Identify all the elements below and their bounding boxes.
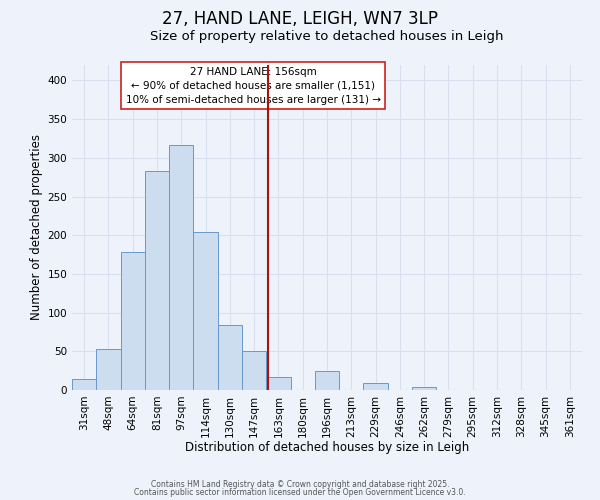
Bar [412,387,436,390]
Bar [96,349,121,390]
Y-axis label: Number of detached properties: Number of detached properties [30,134,43,320]
Text: Contains public sector information licensed under the Open Government Licence v3: Contains public sector information licen… [134,488,466,497]
Text: 27 HAND LANE: 156sqm
← 90% of detached houses are smaller (1,151)
10% of semi-de: 27 HAND LANE: 156sqm ← 90% of detached h… [125,66,380,104]
Bar [315,370,339,390]
X-axis label: Distribution of detached houses by size in Leigh: Distribution of detached houses by size … [185,441,469,454]
Bar [242,350,266,390]
Text: 27, HAND LANE, LEIGH, WN7 3LP: 27, HAND LANE, LEIGH, WN7 3LP [162,10,438,28]
Title: Size of property relative to detached houses in Leigh: Size of property relative to detached ho… [150,30,504,43]
Bar [364,383,388,390]
Text: Contains HM Land Registry data © Crown copyright and database right 2025.: Contains HM Land Registry data © Crown c… [151,480,449,489]
Bar [266,377,290,390]
Bar [193,232,218,390]
Bar [145,171,169,390]
Bar [121,252,145,390]
Bar [72,379,96,390]
Bar [169,144,193,390]
Bar [218,325,242,390]
